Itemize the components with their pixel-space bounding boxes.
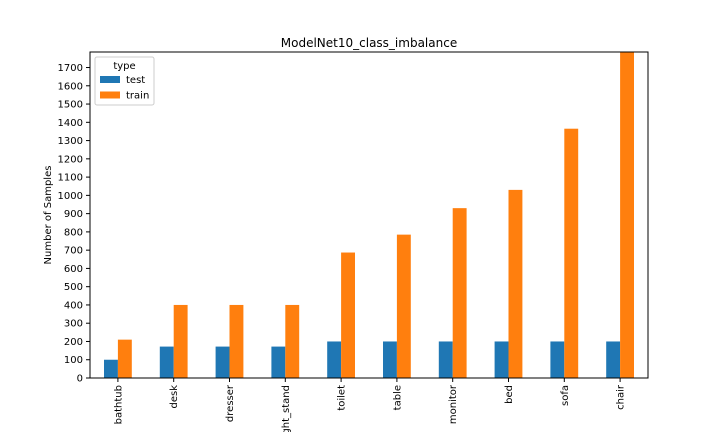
bar-test-bathtub: [104, 359, 118, 378]
y-tick-label: 1700: [58, 63, 83, 74]
y-axis: 0 100 200 300 400 500 600 700 800 900 1000 1100 1200…: [58, 63, 90, 385]
y-tick-label: 1100: [58, 173, 83, 184]
legend-label-train: train: [126, 91, 149, 102]
y-axis-label: Number of Samples: [43, 166, 54, 265]
chart-title: ModelNet10_class_imbalance: [281, 36, 457, 50]
bar-train-dresser: [229, 304, 244, 378]
y-tick-label: 700: [64, 246, 83, 257]
legend-swatch-test: [100, 76, 120, 83]
legend-swatch-train: [100, 91, 120, 99]
x-tick-label: monitor: [448, 384, 459, 424]
y-tick-label: 1300: [58, 136, 83, 147]
bar-train-night_stand: [285, 304, 300, 378]
y-tick-label: 800: [64, 227, 83, 238]
legend: type test train: [94, 56, 155, 106]
bar-train-monitor: [452, 208, 467, 378]
x-tick-label: night_stand: [281, 385, 292, 432]
bar-test-sofa: [550, 341, 565, 378]
x-tick-label: bed: [504, 385, 515, 404]
x-axis: bathtub desk dresser night_stand toilet table…: [113, 378, 627, 432]
y-tick-label: 300: [64, 319, 83, 330]
bar-train-chair: [620, 52, 634, 378]
y-tick-label: 1000: [58, 191, 83, 202]
y-tick-label: 0: [77, 374, 83, 385]
bar-test-desk: [159, 346, 174, 378]
y-tick-label: 1200: [58, 154, 83, 165]
y-tick-label: 200: [64, 337, 83, 348]
x-tick-label: toilet: [337, 385, 348, 411]
y-tick-label: 100: [64, 355, 83, 366]
y-tick-label: 500: [64, 282, 83, 293]
legend-title: type: [113, 61, 135, 72]
bar-train-desk: [173, 304, 188, 378]
bar-train-sofa: [564, 128, 579, 378]
y-tick-label: 1400: [58, 118, 83, 129]
bar-test-night_stand: [271, 346, 286, 378]
bar-test-chair: [606, 341, 621, 378]
bar-train-toilet: [341, 252, 355, 378]
y-tick-label: 1500: [58, 100, 83, 111]
bar-train-bathtub: [117, 339, 132, 378]
bar-test-dresser: [215, 346, 230, 378]
bar-train-table: [396, 234, 411, 378]
x-tick-label: sofa: [560, 385, 571, 406]
y-tick-label: 400: [64, 300, 83, 311]
y-tick-label: 600: [64, 264, 83, 275]
bar-test-bed: [494, 341, 509, 378]
x-tick-label: dresser: [225, 384, 236, 422]
bar-test-toilet: [327, 341, 342, 378]
bar-group: [104, 52, 634, 378]
plot-frame: [89, 51, 649, 379]
y-tick-label: 900: [64, 209, 83, 220]
bar-train-bed: [508, 189, 523, 378]
y-tick-label: 1600: [58, 81, 83, 92]
bar-test-monitor: [438, 341, 453, 378]
x-tick-label: table: [392, 385, 403, 410]
x-tick-label: desk: [169, 385, 180, 409]
bar-test-table: [383, 341, 397, 378]
x-tick-label: chair: [616, 384, 627, 410]
legend-label-test: test: [126, 75, 145, 86]
x-tick-label: bathtub: [113, 385, 124, 424]
